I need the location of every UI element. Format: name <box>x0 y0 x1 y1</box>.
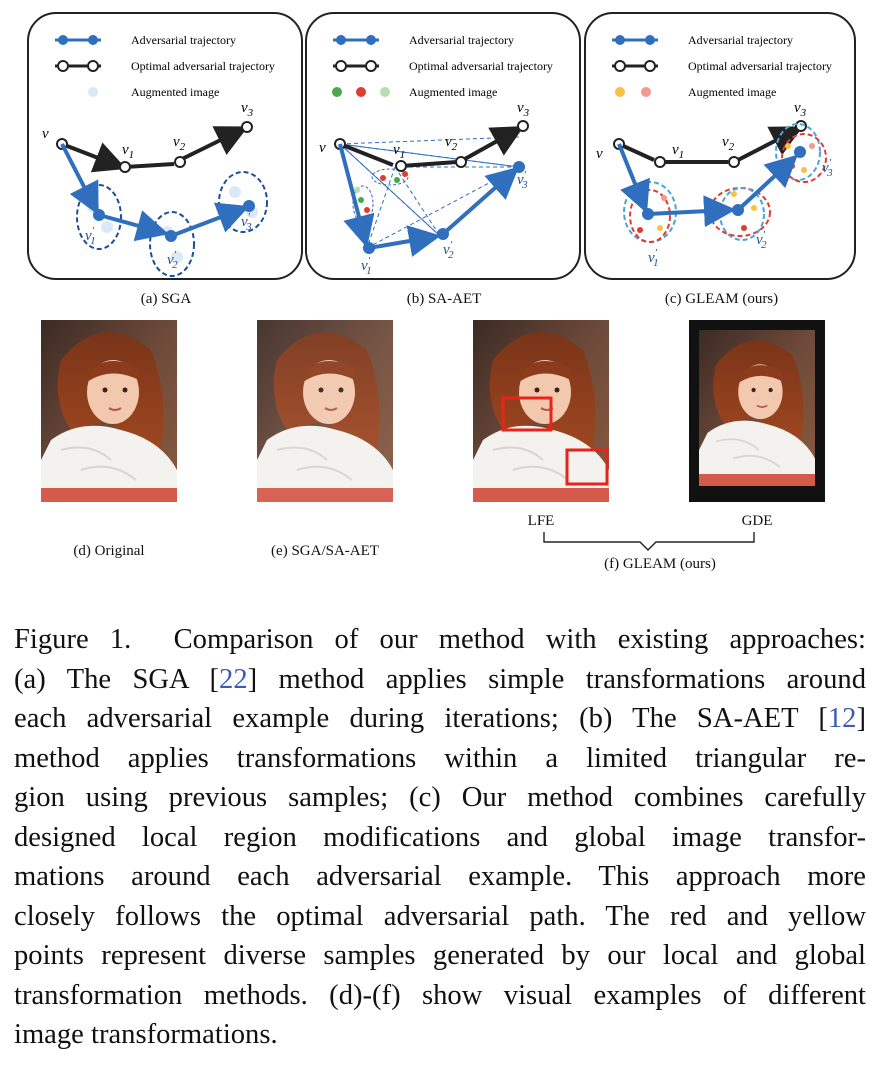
gleam-brace <box>543 532 755 551</box>
label-v1: v1 <box>393 142 405 161</box>
caption-line: gion using previous samples; (c) Our met… <box>14 782 866 813</box>
label-lfe: LFE <box>527 513 555 529</box>
caption-line: points represent diverse samples generat… <box>14 940 866 971</box>
panel-sga-diagram: Adversarial trajectory Optimal adversari… <box>27 12 303 280</box>
label-v: v <box>596 146 603 162</box>
label-v3: v3 <box>517 100 530 119</box>
image-lfe <box>473 320 609 502</box>
figure-caption: Figure 1. Comparison of our method with … <box>14 620 866 1055</box>
caption-line: each adversarial example during iteratio… <box>14 703 866 734</box>
citation-link[interactable]: 12 <box>827 703 857 734</box>
legend-adversarial: Adversarial trajectory <box>333 33 514 47</box>
svg-text:Adversarial trajectory: Adversarial trajectory <box>131 33 236 47</box>
label-v1-prime: v′ 1 <box>361 255 372 277</box>
caption-line: (a) The SGA [22] method applies simple t… <box>14 663 866 695</box>
panel-sga: Adversarial trajectory Optimal adversari… <box>27 12 305 282</box>
caption-line: transformation methods. (d)-(f) show vis… <box>14 979 866 1011</box>
label-gde: GDE <box>741 513 773 529</box>
label-v2-prime: v′ 2 <box>167 249 178 271</box>
label-v2: v2 <box>722 134 735 153</box>
caption-b: (b) SA-AET <box>406 291 482 307</box>
image-gde <box>689 320 825 502</box>
legend-optimal: Optimal adversarial trajectory <box>333 59 553 73</box>
label-v3-prime: v′ 3 <box>517 169 528 191</box>
adversarial-path <box>617 143 806 228</box>
caption-c: (c) GLEAM (ours) <box>664 291 779 307</box>
svg-text:Adversarial trajectory: Adversarial trajectory <box>409 33 514 47</box>
caption-line: image transformations. <box>14 1019 278 1050</box>
caption-line: designed local region modifications and … <box>14 821 866 853</box>
legend-augmented: Augmented image <box>615 85 776 99</box>
label-v2-prime: v′ 2 <box>756 229 767 251</box>
caption-a: (a) SGA <box>140 291 192 307</box>
legend-optimal: Optimal adversarial trajectory <box>612 59 832 73</box>
optimal-path <box>56 121 253 173</box>
caption-f: (f) GLEAM (ours) <box>604 556 716 572</box>
lfe-region-box <box>501 396 553 432</box>
label-v2: v2 <box>173 134 186 153</box>
caption-e: (e) SGA/SA-AET <box>271 543 379 559</box>
caption-line: closely follows the optimal adversarial … <box>14 900 866 932</box>
label-v1-prime: v′ 1 <box>648 247 659 269</box>
caption-line: method applies transformations within a … <box>14 742 866 774</box>
label-v1: v1 <box>122 142 134 161</box>
label-v: v <box>42 126 49 142</box>
label-v3: v3 <box>241 100 254 119</box>
svg-text:Augmented image: Augmented image <box>688 85 776 99</box>
legend-augmented: Augmented image <box>332 85 497 99</box>
label-v3-prime: v′ 3 <box>822 157 833 179</box>
caption-d: (d) Original <box>73 543 145 559</box>
legend-adversarial: Adversarial trajectory <box>612 33 793 47</box>
legend-optimal: Optimal adversarial trajectory <box>55 59 275 73</box>
label-v1-prime: v′ 1 <box>85 225 96 247</box>
caption-line: Figure 1. Comparison of our method with … <box>14 624 866 655</box>
panel-gleam: Adversarial trajectory Optimal adversari… <box>584 12 859 282</box>
lfe-region-box <box>565 448 609 486</box>
svg-text:Optimal adversarial trajectory: Optimal adversarial trajectory <box>409 59 553 73</box>
svg-text:Optimal adversarial trajectory: Optimal adversarial trajectory <box>131 59 275 73</box>
svg-text:Adversarial trajectory: Adversarial trajectory <box>688 33 793 47</box>
panel-saaet: Adversarial trajectory Optimal adversari… <box>305 12 583 282</box>
svg-text:Augmented image: Augmented image <box>409 85 497 99</box>
label-v: v <box>319 140 326 156</box>
augmented-samples <box>352 168 409 223</box>
label-v3: v3 <box>794 100 807 119</box>
label-v2: v2 <box>445 134 458 153</box>
panel-gleam-diagram: Adversarial trajectory Optimal adversari… <box>584 12 856 280</box>
citation-link[interactable]: 22 <box>219 663 248 695</box>
adversarial-path <box>60 143 255 242</box>
optimal-path <box>334 120 529 172</box>
label-v2-prime: v′ 2 <box>443 239 454 261</box>
panel-saaet-diagram: Adversarial trajectory Optimal adversari… <box>305 12 581 280</box>
caption-line: mations around each adversarial example.… <box>14 861 866 892</box>
legend-augmented: Augmented image <box>88 85 219 99</box>
legend-adversarial: Adversarial trajectory <box>55 33 236 47</box>
svg-text:Optimal adversarial trajectory: Optimal adversarial trajectory <box>688 59 832 73</box>
panel-frame <box>305 12 581 280</box>
adversarial-path <box>338 143 525 257</box>
label-v1: v1 <box>672 142 684 161</box>
optimal-path <box>613 120 807 168</box>
image-sga <box>257 320 393 502</box>
image-original <box>41 320 177 502</box>
svg-text:Augmented image: Augmented image <box>131 85 219 99</box>
label-v3-prime: v′ 3 <box>241 211 252 233</box>
triangle-solid <box>339 143 520 237</box>
